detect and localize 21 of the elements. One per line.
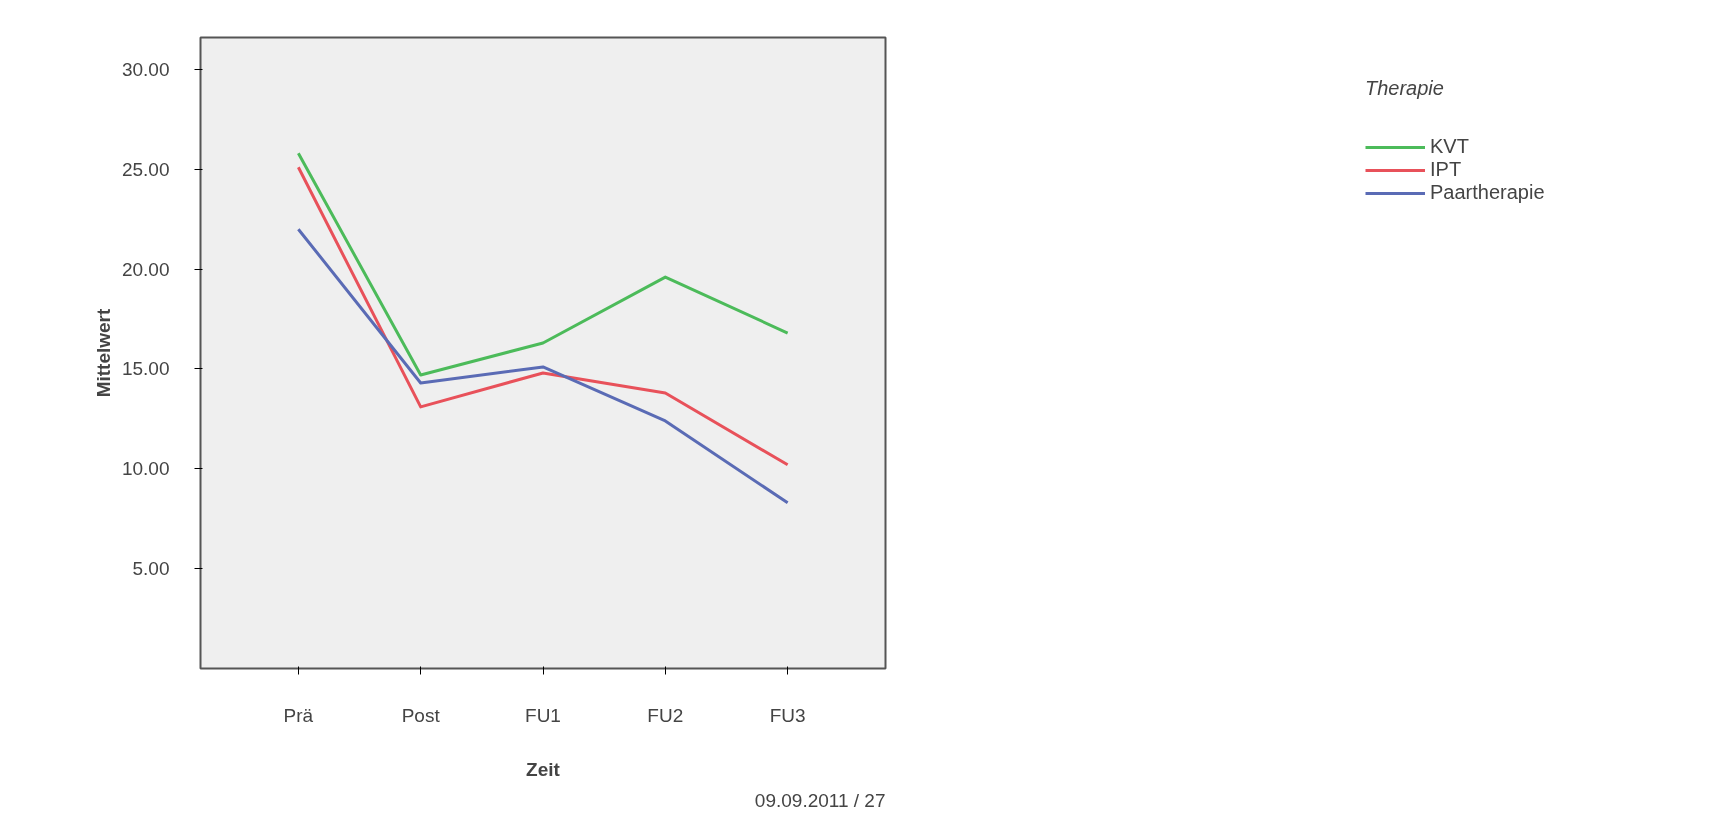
x-tick-label: FU1 xyxy=(525,704,561,726)
y-tick-label: 15.00 xyxy=(121,358,170,380)
x-axis-title: Zeit xyxy=(526,758,561,780)
x-tick-label: FU2 xyxy=(647,704,684,726)
x-tick-label: Prä xyxy=(283,704,314,726)
line-series xyxy=(296,227,790,505)
y-axis-title: Mittelwert xyxy=(92,307,114,398)
y-tick-label: 5.00 xyxy=(132,558,170,580)
y-tick-label: 25.00 xyxy=(121,158,170,180)
legend-label: IPT xyxy=(1430,158,1463,181)
x-tick-label: FU3 xyxy=(769,704,806,726)
legend-title: Therapie xyxy=(1365,77,1445,100)
line-series xyxy=(296,151,790,377)
text: 09.09.2011 / 27 xyxy=(754,789,886,811)
legend-label: KVT xyxy=(1430,135,1470,158)
x-tick-label: Post xyxy=(401,704,441,726)
legend-label: Paartherapie xyxy=(1430,181,1546,204)
line-series xyxy=(296,165,790,467)
y-tick-label: 10.00 xyxy=(121,458,170,480)
y-tick-label: 30.00 xyxy=(121,58,170,80)
y-tick-label: 20.00 xyxy=(121,258,170,280)
